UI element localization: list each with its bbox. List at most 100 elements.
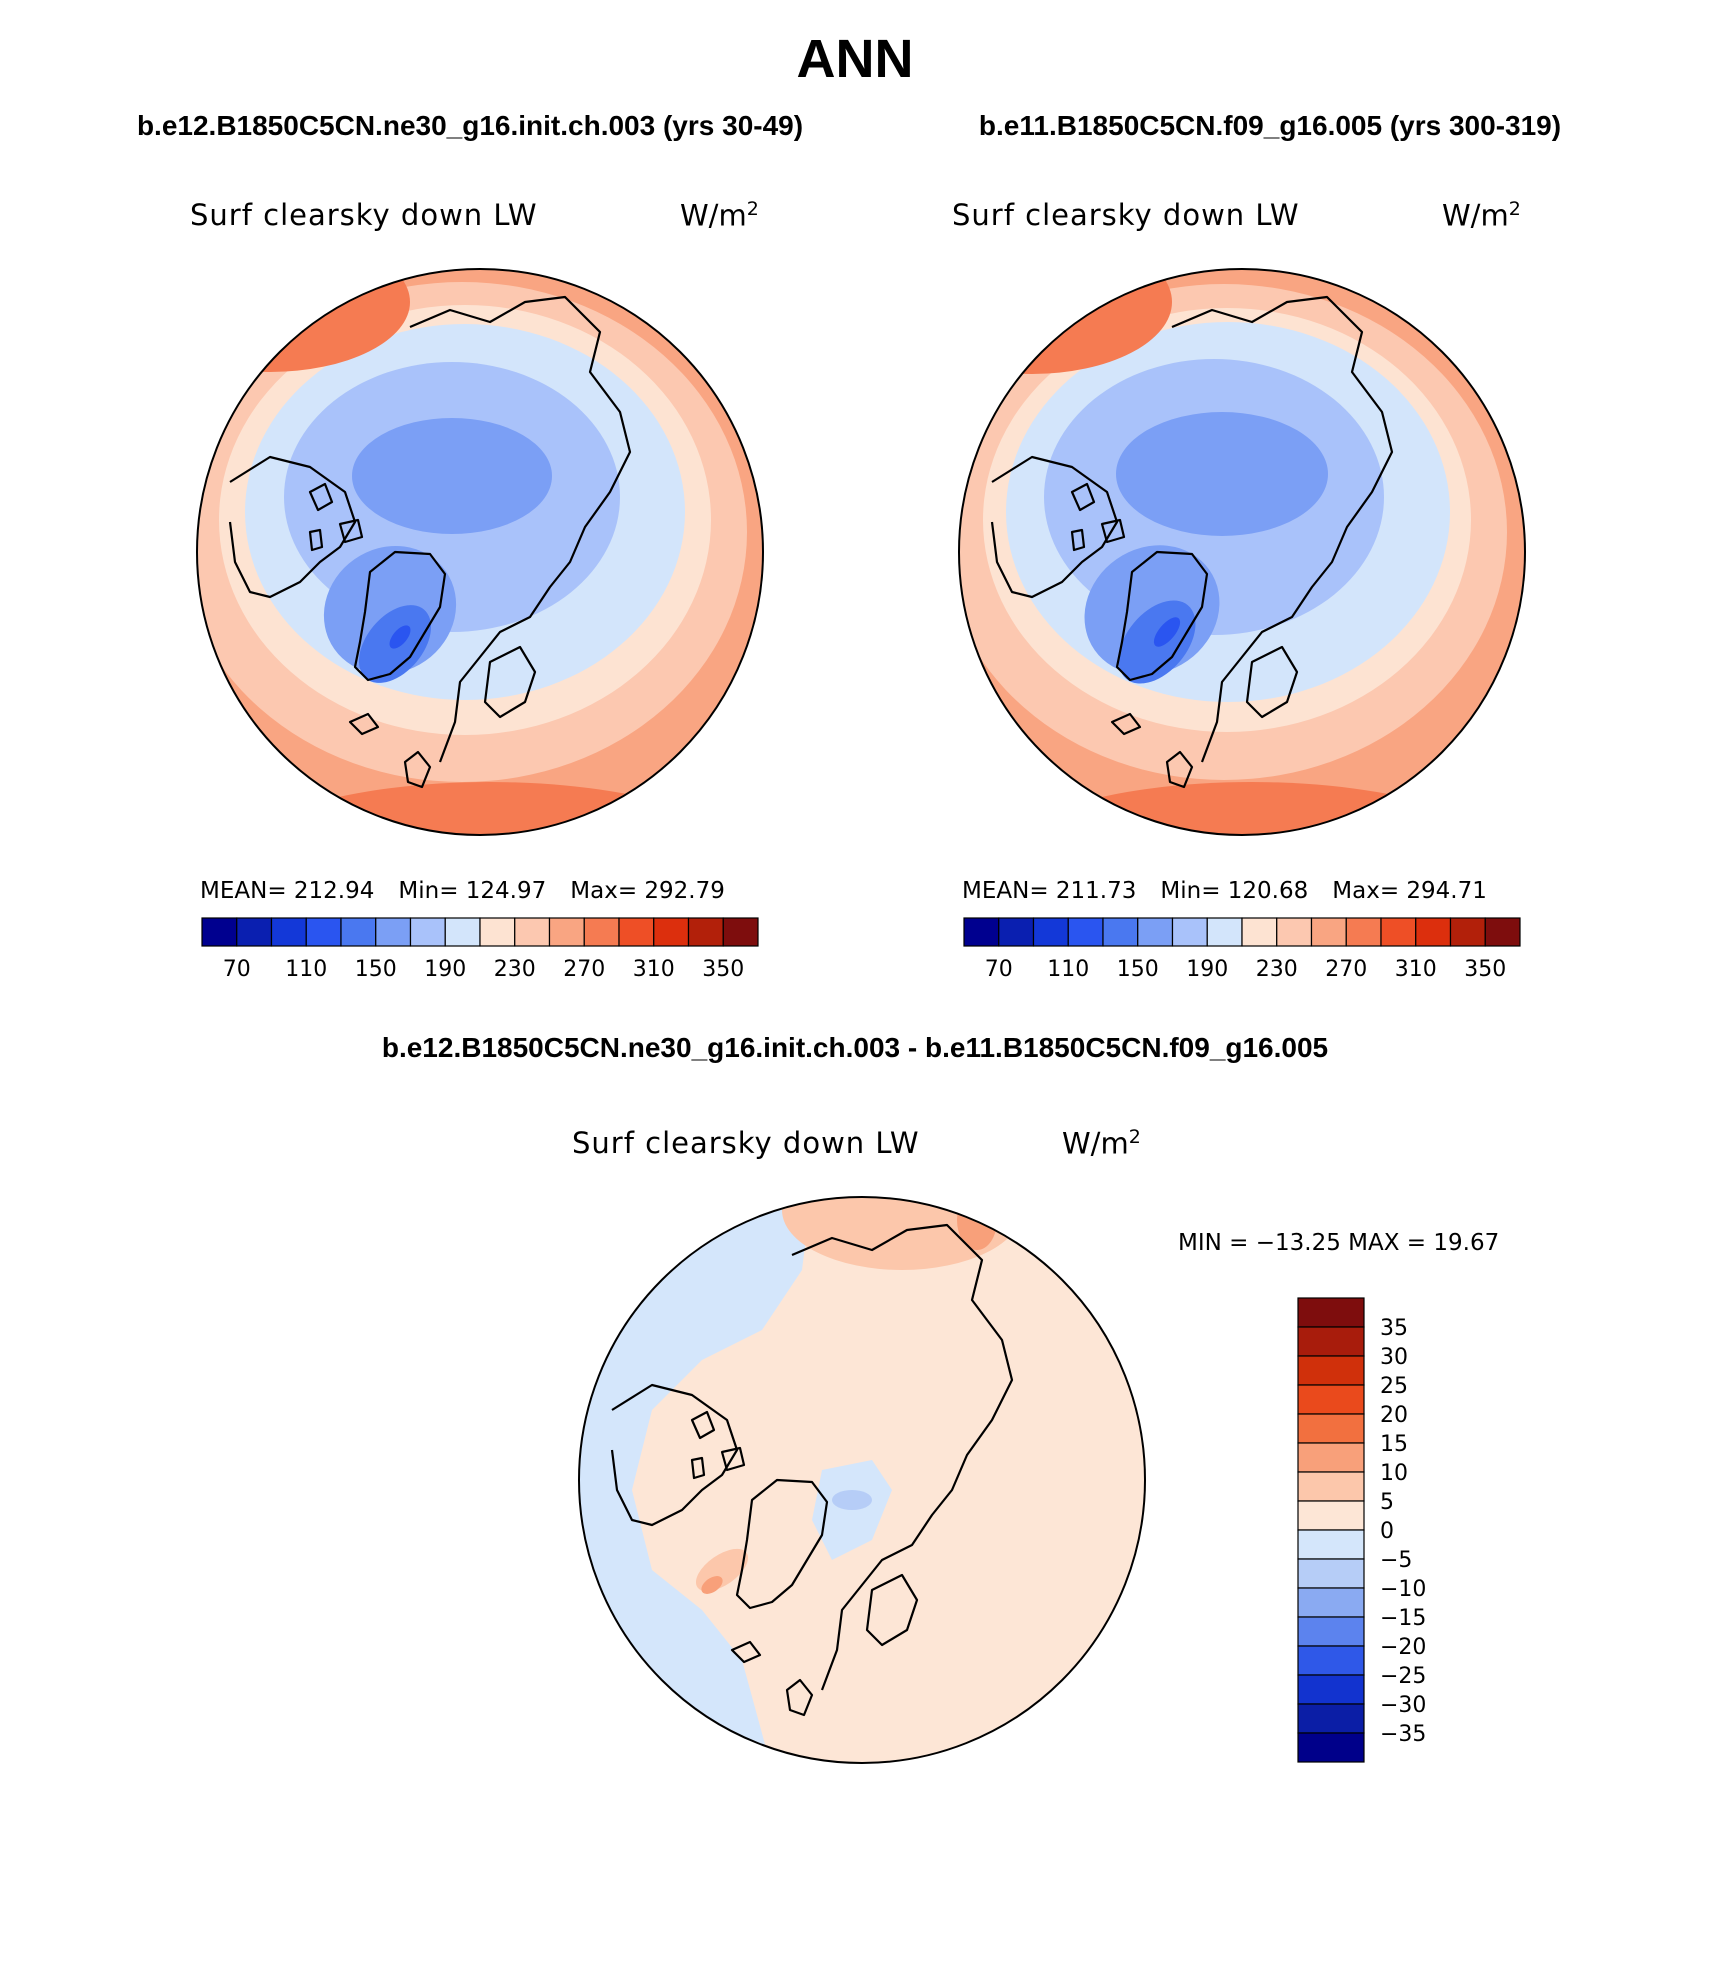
colorbar-swatch <box>514 917 551 947</box>
coastline-scandinavia <box>865 1573 919 1647</box>
colorbar-tick-label: 110 <box>1047 957 1089 982</box>
case1-mean: MEAN= 212.94 <box>200 878 375 904</box>
coastline-islands <box>308 482 364 552</box>
colorbar-swatch <box>340 917 377 947</box>
difference-title: b.e12.B1850C5CN.ne30_g16.init.ch.003 - b… <box>381 1032 1329 1063</box>
colorbar-swatch <box>1067 917 1104 947</box>
colorbar-swatch <box>1297 1413 1365 1444</box>
figure-title: ANN <box>796 29 914 89</box>
case2-units: W/m2 <box>1442 198 1521 233</box>
colorbar-tick-label: 25 <box>1380 1374 1408 1399</box>
colorbar-tick-label: −15 <box>1380 1606 1426 1631</box>
colorbar-tick-label: 350 <box>1464 957 1506 982</box>
colorbar-swatch <box>1297 1326 1365 1357</box>
case1-stats: MEAN= 212.94 Min= 124.97 Max= 292.79 <box>200 878 725 904</box>
case2-title: b.e11.B1850C5CN.f09_g16.005 (yrs 300-319… <box>978 110 1562 141</box>
colorbar-swatch <box>1297 1297 1365 1328</box>
colorbar-swatch <box>1449 917 1486 947</box>
colorbar-tick-label: 35 <box>1380 1316 1408 1341</box>
colorbar-swatch <box>1297 1732 1365 1763</box>
colorbar-swatch <box>1241 917 1278 947</box>
colorbar-tick-label: 110 <box>285 957 327 982</box>
colorbar-swatch <box>1137 917 1174 947</box>
colorbar-tick-label: 310 <box>1395 957 1437 982</box>
colorbar-swatch <box>653 917 690 947</box>
colorbar-swatch <box>201 917 238 947</box>
colorbar-swatch <box>1415 917 1452 947</box>
coastline-iceland <box>1110 712 1142 736</box>
map-band <box>389 625 411 649</box>
map-band <box>579 1197 812 1763</box>
colorbar-swatch <box>1380 917 1417 947</box>
coastline-britain <box>785 1678 814 1717</box>
colorbar-swatch <box>375 917 412 947</box>
colorbar-swatch <box>270 917 307 947</box>
colorbar-swatch <box>1297 1558 1365 1589</box>
colorbar-swatch <box>1297 1529 1365 1560</box>
colorbar-tick-label: 230 <box>1256 957 1298 982</box>
difference-polar-map <box>578 1196 1146 1764</box>
colorbar-swatch <box>479 917 516 947</box>
coastline-scandinavia <box>483 645 537 719</box>
coastline-britain <box>403 750 432 789</box>
colorbar-swatch <box>444 917 481 947</box>
colorbar-tick-label: −10 <box>1380 1577 1426 1602</box>
colorbar-swatch <box>409 917 446 947</box>
coastline-islands <box>1070 482 1126 552</box>
colorbar-swatch <box>305 917 342 947</box>
colorbar-tick-label: 0 <box>1380 1519 1394 1544</box>
case2-polar-map <box>958 268 1526 836</box>
coastline-greenland <box>1115 550 1209 682</box>
colorbar-swatch <box>1032 917 1069 947</box>
colorbar-swatch <box>1297 1587 1365 1618</box>
case1-title: b.e12.B1850C5CN.ne30_g16.init.ch.003 (yr… <box>136 110 804 141</box>
case2-variable-label: Surf clearsky down LW <box>952 198 1300 232</box>
colorbar-tick-label: 150 <box>355 957 397 982</box>
colorbar-tick-label: 270 <box>1325 957 1367 982</box>
coastline-islands <box>690 1410 746 1480</box>
colorbar-tick-label: −30 <box>1380 1693 1426 1718</box>
colorbar-swatch <box>618 917 655 947</box>
case1-min: Min= 124.97 <box>398 878 547 904</box>
case1-colorbar: 70 110 150 190 230 270 310 350 <box>201 917 759 982</box>
colorbar-swatch <box>1297 1442 1365 1473</box>
map-band <box>701 1576 723 1594</box>
coastline-americas <box>990 455 1119 599</box>
case2-min: Min= 120.68 <box>1160 878 1309 904</box>
coastline-iceland <box>730 1640 762 1664</box>
map-band <box>832 1490 872 1510</box>
coastline-eurasia <box>409 295 632 763</box>
coastline-scandinavia <box>1245 645 1299 719</box>
case1-units: W/m2 <box>680 198 759 233</box>
colorbar-swatch <box>998 917 1035 947</box>
coastline-britain <box>1165 750 1194 789</box>
colorbar-swatch <box>1276 917 1313 947</box>
case1-max: Max= 292.79 <box>570 878 725 904</box>
colorbar-tick-label: 70 <box>223 957 251 982</box>
colorbar-swatch <box>1206 917 1243 947</box>
coastline-americas <box>610 1383 739 1527</box>
colorbar-swatch <box>1345 917 1382 947</box>
map-band <box>1153 617 1181 647</box>
map-band <box>987 782 1517 835</box>
colorbar-swatch <box>722 917 759 947</box>
colorbar-swatch <box>1102 917 1139 947</box>
colorbar-swatch <box>236 917 273 947</box>
coastline-iceland <box>348 712 380 736</box>
colorbar-swatch <box>687 917 724 947</box>
colorbar-tick-label: 10 <box>1380 1461 1408 1486</box>
colorbar-swatch <box>1171 917 1208 947</box>
case2-stats: MEAN= 211.73 Min= 120.68 Max= 294.71 <box>962 878 1487 904</box>
colorbar-tick-label: 190 <box>424 957 466 982</box>
map-band <box>230 782 750 835</box>
colorbar-tick-label: 30 <box>1380 1345 1408 1370</box>
colorbar-tick-label: 190 <box>1186 957 1228 982</box>
colorbar-swatch <box>1297 1645 1365 1676</box>
colorbar-tick-label: −35 <box>1380 1722 1426 1747</box>
colorbar-swatch <box>1297 1674 1365 1705</box>
colorbar-tick-label: 20 <box>1380 1403 1408 1428</box>
colorbar-swatch <box>1297 1616 1365 1647</box>
colorbar-swatch <box>1297 1500 1365 1531</box>
coastline-eurasia <box>1171 295 1394 763</box>
case2-mean: MEAN= 211.73 <box>962 878 1137 904</box>
